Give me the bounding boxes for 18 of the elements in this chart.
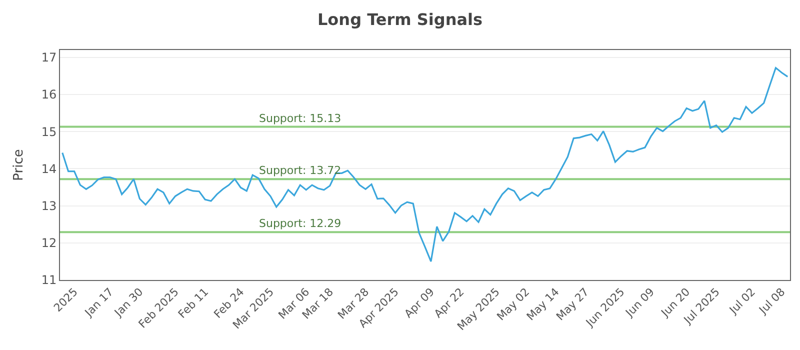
chart-title: Long Term Signals	[317, 10, 483, 30]
x-tick-label: Jul 02	[726, 286, 758, 318]
x-tick-label: Jun 09	[622, 286, 657, 320]
y-axis-title: Price	[11, 149, 26, 181]
y-tick-label: 15	[41, 124, 57, 139]
ref-line-label: Support: 13.72	[259, 164, 342, 177]
y-tick-label: 17	[41, 50, 57, 65]
y-tick-label: 16	[41, 88, 57, 102]
ref-line-label: Support: 12.29	[259, 217, 342, 230]
x-tick-label: Apr 09	[402, 286, 437, 321]
line-series	[62, 67, 788, 262]
x-tick-label: Jul 08	[756, 286, 788, 318]
y-tick-label: 14	[41, 162, 57, 176]
y-tick-label: 12	[41, 236, 57, 250]
ref-line-label: Support: 15.13	[259, 112, 342, 125]
y-tick-label: 11	[41, 273, 57, 288]
x-tick-label: Jan 17	[82, 286, 116, 320]
y-tick-label: 13	[41, 199, 57, 214]
